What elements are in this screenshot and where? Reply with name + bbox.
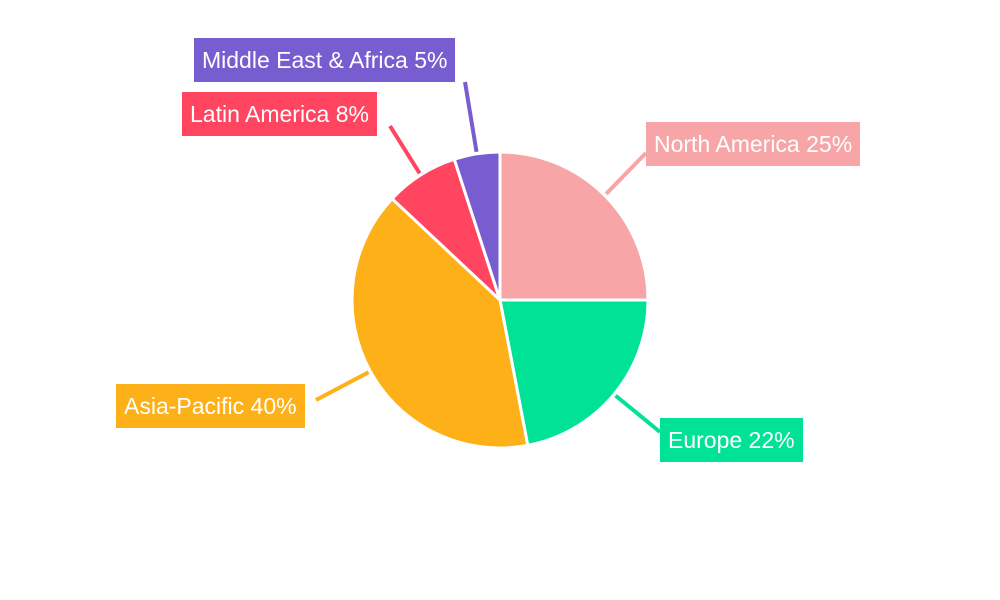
leader-line <box>614 394 662 434</box>
slice-label: North America 25% <box>646 122 861 166</box>
pie-slice-middle-east-africa[interactable] <box>452 150 502 302</box>
pie-slice-asia-pacific[interactable] <box>350 197 530 450</box>
pie-slice-europe[interactable] <box>498 298 650 447</box>
leader-line <box>604 151 648 196</box>
slice-label: Latin America 8% <box>182 92 377 136</box>
pie-slice-north-america[interactable] <box>498 150 650 302</box>
leader-line <box>315 370 370 402</box>
slice-label: Middle East & Africa 5% <box>194 38 456 82</box>
slice-label: Asia-Pacific 40% <box>116 384 305 428</box>
leader-line <box>463 81 479 153</box>
leader-line <box>388 124 422 175</box>
slice-label: Europe 22% <box>660 418 803 462</box>
